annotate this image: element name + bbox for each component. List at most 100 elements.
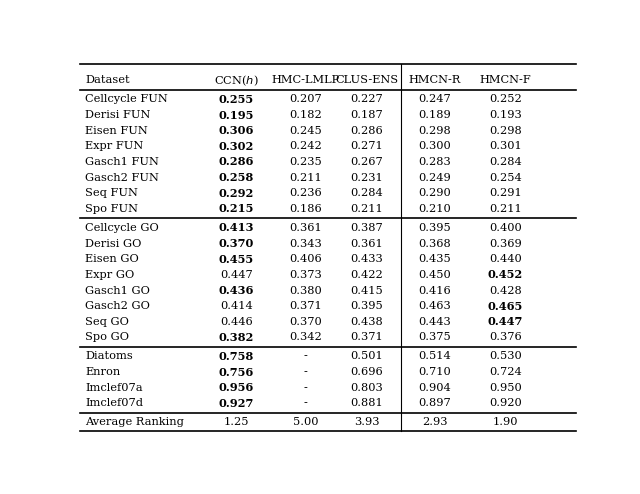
Text: 0.290: 0.290	[419, 188, 451, 198]
Text: Derisi GO: Derisi GO	[85, 239, 141, 248]
Text: Enron: Enron	[85, 367, 120, 377]
Text: 0.395: 0.395	[419, 223, 451, 233]
Text: Expr GO: Expr GO	[85, 270, 134, 280]
Text: 0.724: 0.724	[489, 367, 522, 377]
Text: 0.371: 0.371	[289, 301, 322, 311]
Text: 0.452: 0.452	[488, 269, 523, 281]
Text: Gasch1 GO: Gasch1 GO	[85, 286, 150, 295]
Text: Gasch2 GO: Gasch2 GO	[85, 301, 150, 311]
Text: 0.242: 0.242	[289, 141, 322, 151]
Text: 0.249: 0.249	[419, 172, 451, 183]
Text: 0.193: 0.193	[489, 110, 522, 120]
Text: 0.187: 0.187	[350, 110, 383, 120]
Text: HMCN-F: HMCN-F	[480, 76, 531, 85]
Text: 0.267: 0.267	[350, 157, 383, 167]
Text: Cellcycle GO: Cellcycle GO	[85, 223, 159, 233]
Text: Cellcycle FUN: Cellcycle FUN	[85, 94, 168, 104]
Text: Derisi FUN: Derisi FUN	[85, 110, 150, 120]
Text: 0.380: 0.380	[289, 286, 322, 295]
Text: -: -	[304, 367, 308, 377]
Text: 0.306: 0.306	[218, 125, 254, 136]
Text: HMCN-R: HMCN-R	[408, 76, 461, 85]
Text: 0.302: 0.302	[218, 141, 254, 152]
Text: 0.530: 0.530	[489, 351, 522, 362]
Text: 0.422: 0.422	[350, 270, 383, 280]
Text: 0.400: 0.400	[489, 223, 522, 233]
Text: 0.447: 0.447	[488, 316, 524, 328]
Text: 0.227: 0.227	[350, 94, 383, 104]
Text: 0.433: 0.433	[350, 254, 383, 264]
Text: 0.455: 0.455	[219, 254, 254, 265]
Text: 0.254: 0.254	[489, 172, 522, 183]
Text: Seq GO: Seq GO	[85, 317, 129, 327]
Text: 0.463: 0.463	[419, 301, 451, 311]
Text: Eisen FUN: Eisen FUN	[85, 125, 148, 136]
Text: 0.881: 0.881	[350, 398, 383, 409]
Text: 0.258: 0.258	[219, 172, 254, 183]
Text: 0.195: 0.195	[218, 110, 254, 121]
Text: 0.696: 0.696	[350, 367, 383, 377]
Text: 0.920: 0.920	[489, 398, 522, 409]
Text: 0.186: 0.186	[289, 204, 322, 214]
Text: 0.245: 0.245	[289, 125, 322, 136]
Text: 0.283: 0.283	[419, 157, 451, 167]
Text: 0.182: 0.182	[289, 110, 322, 120]
Text: Eisen GO: Eisen GO	[85, 254, 139, 264]
Text: 1.25: 1.25	[223, 417, 249, 427]
Text: Gasch2 FUN: Gasch2 FUN	[85, 172, 159, 183]
Text: 0.284: 0.284	[350, 188, 383, 198]
Text: 0.211: 0.211	[350, 204, 383, 214]
Text: 0.897: 0.897	[419, 398, 451, 409]
Text: 0.376: 0.376	[489, 332, 522, 342]
Text: 0.291: 0.291	[489, 188, 522, 198]
Text: 0.440: 0.440	[489, 254, 522, 264]
Text: 0.446: 0.446	[220, 317, 253, 327]
Text: 0.428: 0.428	[489, 286, 522, 295]
Text: 0.300: 0.300	[419, 141, 451, 151]
Text: 0.189: 0.189	[419, 110, 451, 120]
Text: Imclef07d: Imclef07d	[85, 398, 143, 409]
Text: 0.292: 0.292	[218, 188, 254, 199]
Text: Dataset: Dataset	[85, 76, 129, 85]
Text: -: -	[304, 351, 308, 362]
Text: 0.284: 0.284	[489, 157, 522, 167]
Text: HMC-LMLP: HMC-LMLP	[271, 76, 340, 85]
Text: Gasch1 FUN: Gasch1 FUN	[85, 157, 159, 167]
Text: -: -	[304, 383, 308, 393]
Text: 0.375: 0.375	[419, 332, 451, 342]
Text: 0.286: 0.286	[218, 157, 254, 167]
Text: 0.343: 0.343	[289, 239, 322, 248]
Text: 0.361: 0.361	[289, 223, 322, 233]
Text: 0.414: 0.414	[220, 301, 253, 311]
Text: 5.00: 5.00	[293, 417, 319, 427]
Text: 0.211: 0.211	[489, 204, 522, 214]
Text: 0.210: 0.210	[419, 204, 451, 214]
Text: 0.465: 0.465	[488, 301, 523, 312]
Text: 0.710: 0.710	[419, 367, 451, 377]
Text: 0.904: 0.904	[419, 383, 451, 393]
Text: 0.803: 0.803	[350, 383, 383, 393]
Text: 0.395: 0.395	[350, 301, 383, 311]
Text: 0.950: 0.950	[489, 383, 522, 393]
Text: 0.370: 0.370	[218, 238, 254, 249]
Text: 0.368: 0.368	[419, 239, 451, 248]
Text: 0.756: 0.756	[219, 367, 254, 377]
Text: 0.450: 0.450	[419, 270, 451, 280]
Text: 0.215: 0.215	[218, 204, 254, 214]
Text: 0.501: 0.501	[350, 351, 383, 362]
Text: 0.301: 0.301	[489, 141, 522, 151]
Text: 0.413: 0.413	[218, 222, 254, 233]
Text: 0.252: 0.252	[489, 94, 522, 104]
Text: 0.247: 0.247	[419, 94, 451, 104]
Text: 0.361: 0.361	[350, 239, 383, 248]
Text: 0.387: 0.387	[350, 223, 383, 233]
Text: 0.255: 0.255	[219, 94, 254, 105]
Text: 0.406: 0.406	[289, 254, 322, 264]
Text: 0.382: 0.382	[218, 332, 254, 343]
Text: 0.758: 0.758	[219, 351, 254, 362]
Text: -: -	[304, 398, 308, 409]
Text: 1.90: 1.90	[493, 417, 518, 427]
Text: 0.514: 0.514	[419, 351, 451, 362]
Text: 0.369: 0.369	[489, 239, 522, 248]
Text: 0.342: 0.342	[289, 332, 322, 342]
